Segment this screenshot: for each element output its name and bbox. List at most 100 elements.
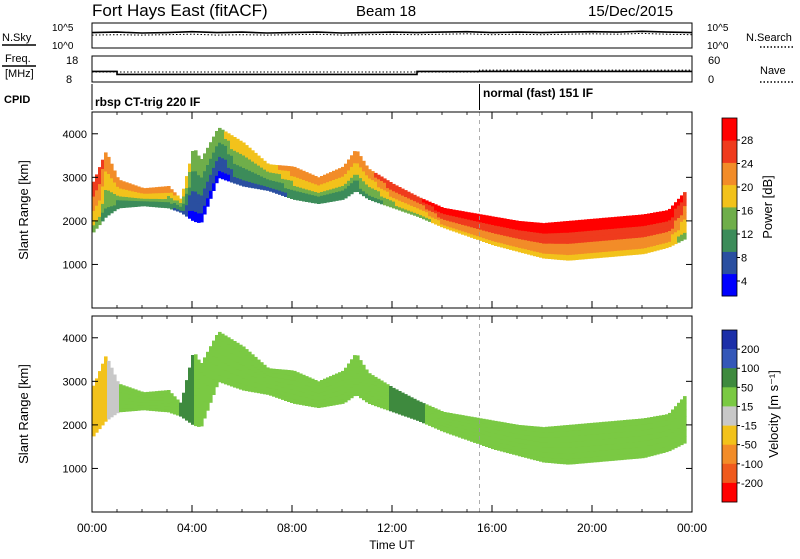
power-heatmap-cell xyxy=(530,240,534,246)
power-heatmap-cell xyxy=(296,186,300,192)
velocity-heatmap-cell xyxy=(536,426,540,432)
velocity-heatmap-cell xyxy=(641,452,645,459)
velocity-heatmap-cell xyxy=(236,355,240,363)
velocity-heatmap-cell xyxy=(128,387,132,392)
velocity-heatmap-cell xyxy=(527,444,531,450)
power-heatmap-cell xyxy=(404,202,408,207)
velocity-heatmap-cell xyxy=(623,431,627,438)
power-heatmap-cell xyxy=(308,193,312,199)
power-heatmap-cell xyxy=(167,198,171,203)
power-heatmap-cell xyxy=(296,172,300,178)
velocity-heatmap-cell xyxy=(299,391,303,397)
velocity-heatmap-cell xyxy=(368,381,372,387)
power-heatmap-cell xyxy=(605,251,609,258)
velocity-heatmap-cell xyxy=(512,436,516,442)
velocity-heatmap-cell xyxy=(515,428,519,434)
power-heatmap-cell xyxy=(404,208,408,213)
velocity-heatmap-cell xyxy=(209,354,213,363)
velocity-heatmap-cell xyxy=(677,433,681,441)
power-heatmap-cell xyxy=(548,222,552,229)
power-heatmap-cell xyxy=(98,183,102,193)
power-heatmap-cell xyxy=(245,145,249,152)
power-heatmap-cell xyxy=(164,195,168,199)
velocity-heatmap-cell xyxy=(509,432,513,437)
velocity-heatmap-cell xyxy=(482,418,486,424)
power-heatmap-cell xyxy=(503,235,507,240)
velocity-heatmap-cell xyxy=(524,443,528,449)
power-heatmap-cell xyxy=(434,209,438,214)
velocity-heatmap-cell xyxy=(353,378,357,385)
velocity-heatmap-cell xyxy=(239,363,243,371)
power-heatmap-cell xyxy=(173,192,177,196)
power-heatmap-cell xyxy=(605,240,609,247)
velocity-heatmap-cell xyxy=(509,427,513,433)
power-heatmap-cell xyxy=(266,174,270,180)
velocity-heatmap-cell xyxy=(323,398,327,404)
velocity-heatmap-cell xyxy=(296,381,300,387)
power-heatmap-cell xyxy=(542,233,546,239)
velocity-heatmap-cell xyxy=(407,407,411,412)
power-heatmap-cell xyxy=(266,171,270,176)
velocity-heatmap-cell xyxy=(434,413,438,418)
velocity-heatmap-cell xyxy=(683,422,687,431)
power-heatmap-cell xyxy=(485,215,489,220)
velocity-heatmap-cell xyxy=(326,397,330,403)
velocity-heatmap-cell xyxy=(98,420,102,430)
velocity-heatmap-cell xyxy=(215,335,219,343)
power-heatmap-cell xyxy=(464,211,468,216)
power-heatmap-cell xyxy=(269,172,273,177)
velocity-heatmap-cell xyxy=(386,398,390,403)
velocity-heatmap-cell xyxy=(200,407,204,418)
velocity-heatmap-cell xyxy=(449,430,453,435)
power-heatmap-cell xyxy=(626,249,630,256)
nsearch-series-line xyxy=(91,32,693,36)
power-heatmap-cell xyxy=(611,228,615,235)
power-heatmap-cell xyxy=(659,222,663,229)
velocity-heatmap-cell xyxy=(338,372,342,378)
velocity-heatmap-cell xyxy=(431,409,435,414)
power-heatmap-cell xyxy=(176,195,180,199)
power-heatmap-cell xyxy=(269,187,273,192)
power-heatmap-cell xyxy=(242,161,246,168)
velocity-heatmap-cell xyxy=(518,451,522,457)
power-heatmap-cell xyxy=(191,160,195,172)
power-heatmap-cell xyxy=(407,197,411,202)
power-heatmap-cell xyxy=(314,187,318,192)
power-heatmap-cell xyxy=(161,186,165,191)
velocity-heatmap-cell xyxy=(503,435,507,440)
velocity-heatmap-cell xyxy=(212,363,216,372)
power-heatmap-cell xyxy=(683,212,687,220)
velocity-heatmap-cell xyxy=(476,432,480,437)
velocity-heatmap-cell xyxy=(197,407,201,418)
velocity-heatmap-cell xyxy=(578,457,582,464)
power-heatmap-cell xyxy=(251,155,255,162)
power-heatmap-cell xyxy=(302,179,306,185)
power-heatmap-cell xyxy=(494,216,498,222)
power-heatmap-cell xyxy=(113,187,117,194)
velocity-heatmap-cell xyxy=(323,390,327,396)
velocity-heatmap-cell xyxy=(119,384,123,389)
velocity-heatmap-cell xyxy=(488,419,492,425)
velocity-heatmap-cell xyxy=(281,395,285,400)
velocity-heatmap-cell xyxy=(251,386,255,393)
velocity-heatmap-cell xyxy=(203,357,207,367)
velocity-heatmap-cell xyxy=(461,431,465,436)
power-heatmap-cell xyxy=(656,217,660,224)
power-heatmap-cell xyxy=(491,220,495,225)
velocity-heatmap-cell xyxy=(506,431,510,437)
velocity-heatmap-cell xyxy=(542,456,546,463)
power-heatmap-cell xyxy=(269,164,273,169)
velocity-heatmap-cell xyxy=(437,426,441,430)
velocity-heatmap-cell xyxy=(479,429,483,434)
power-heatmap-cell xyxy=(275,169,279,174)
power-colorbar-swatch xyxy=(722,184,737,208)
power-heatmap-cell xyxy=(320,191,324,196)
velocity-heatmap-cell xyxy=(161,405,165,409)
power-heatmap-cell xyxy=(539,232,543,239)
velocity-heatmap-cell xyxy=(311,398,315,404)
power-heatmap-cell xyxy=(308,189,312,195)
nave-tick-low: 0 xyxy=(708,74,714,86)
power-heatmap-cell xyxy=(356,185,360,192)
power-heatmap-cell xyxy=(320,183,324,189)
velocity-heatmap-cell xyxy=(683,409,687,417)
